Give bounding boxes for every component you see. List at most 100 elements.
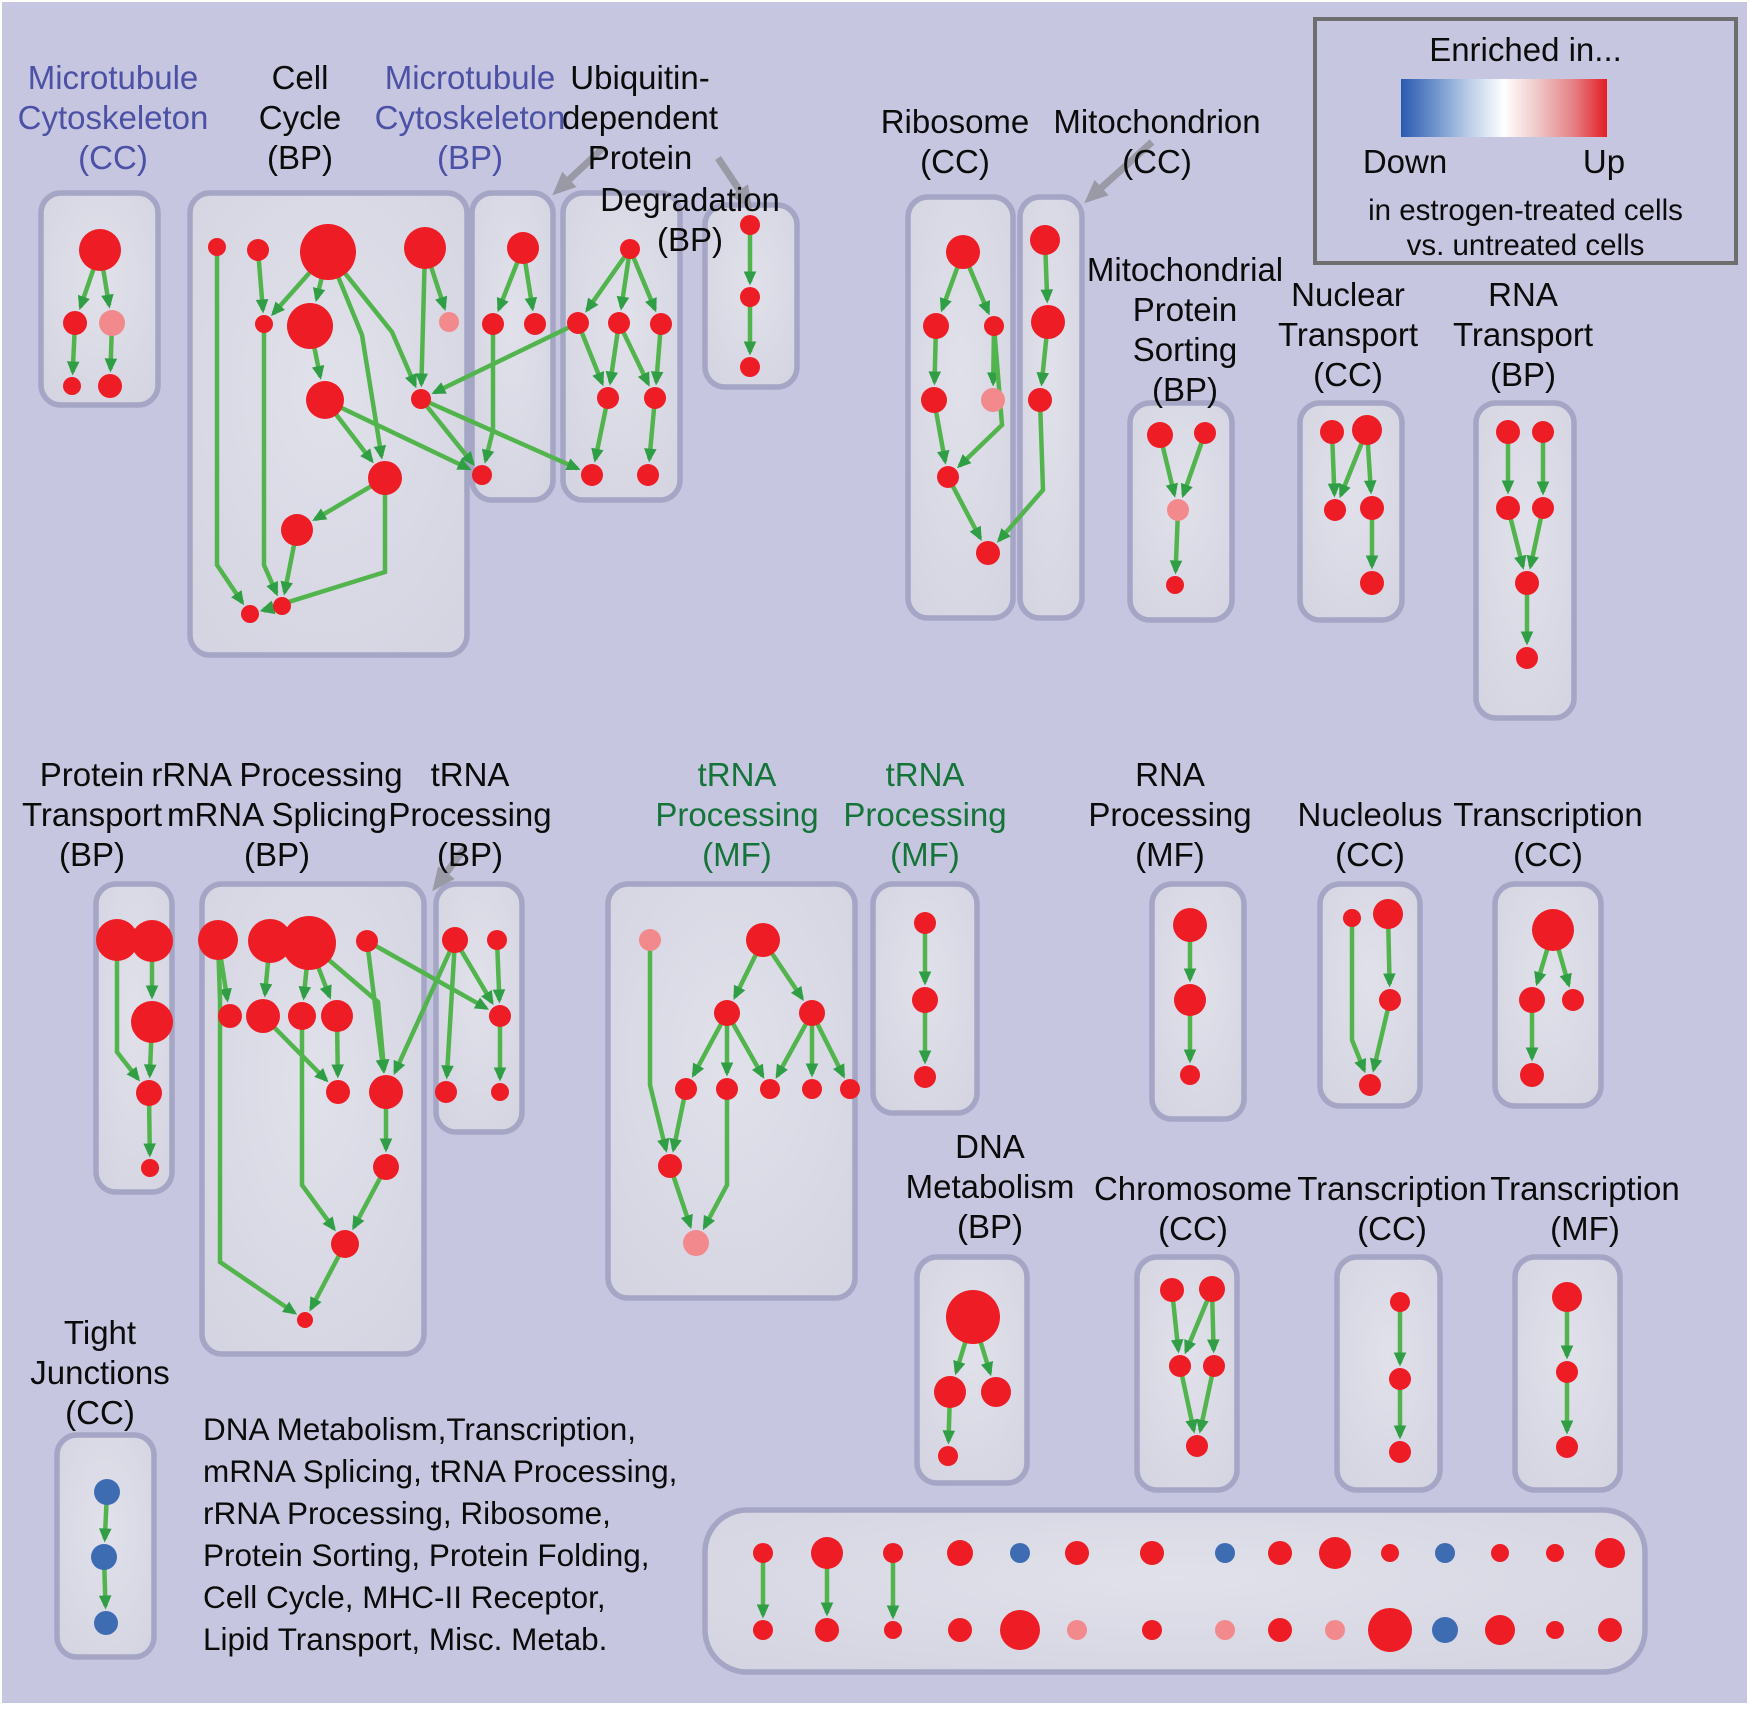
trna-processing-mf-large-node-10 (683, 1230, 709, 1256)
label-nucleolus-cc: Nucleolus (CC) (1297, 796, 1443, 873)
mitochondrion-cc-node-2 (1028, 388, 1052, 412)
cross-edge-4 (996, 399, 1046, 543)
legend-up-label: Up (1582, 143, 1626, 180)
label-trna-processing-mf-large: tRNA Processing (MF) (655, 756, 819, 873)
cell-cycle-bp-node-8 (411, 389, 431, 409)
label-trna-processing-bp: tRNA Processing (BP) (388, 756, 552, 873)
microtubule-cytoskeleton-cc-node-3 (63, 377, 81, 395)
rrna-processing-mrna-splicing-bp-node-12 (297, 1312, 313, 1328)
rna-transport-bp-node-4 (1515, 571, 1539, 595)
footnote-terms: DNA Metabolism,Transcription, mRNA Splici… (203, 1408, 677, 1660)
cell-cycle-bp-node-6 (306, 381, 344, 419)
label-transcription-mf: Transcription (MF) (1490, 1170, 1680, 1247)
mixed-go-terms-node-14 (1595, 1538, 1625, 1568)
trna-processing-bp-node-3 (435, 1081, 457, 1103)
trna-processing-mf-large-node-9 (658, 1154, 682, 1178)
ubiquitin-degradation-bp-left-node-7 (637, 464, 659, 486)
label-tight-junctions-cc: Tight Junctions (CC) (30, 1314, 170, 1431)
transcription-cc-lower-node-0 (1390, 1292, 1410, 1312)
transcription-mf-node-2 (1556, 1436, 1578, 1458)
nuclear-transport-cc-node-0 (1320, 420, 1344, 444)
mitochondrial-protein-sorting-bp-node-3 (1166, 576, 1184, 594)
trna-processing-mf-small-node-2 (914, 1066, 936, 1088)
mixed-go-terms-node-7 (1215, 1543, 1235, 1563)
tight-junctions-cc-node-2 (94, 1611, 118, 1635)
rrna-processing-mrna-splicing-bp-edge-2-9 (307, 941, 390, 1074)
mixed-go-terms-node-4 (1010, 1543, 1030, 1563)
trna-processing-mf-large-node-3 (799, 1000, 825, 1026)
dna-metabolism-bp-node-1 (934, 1376, 966, 1408)
protein-transport-bp-node-2 (131, 1001, 173, 1043)
cell-cycle-bp-edge-4-11 (261, 324, 279, 597)
trna-processing-bp-node-4 (491, 1083, 509, 1101)
mixed-go-terms-node-10 (1381, 1544, 1399, 1562)
mitochondrion-cc-node-1 (1031, 305, 1065, 339)
dna-metabolism-bp-node-0 (946, 1290, 1000, 1344)
mixed-go-terms-node-27 (1485, 1615, 1515, 1645)
label-microtubule-cytoskeleton-cc: Microtubule Cytoskeleton (CC) (17, 59, 209, 176)
microtubule-cytoskeleton-bp-node-0 (507, 232, 539, 264)
mixed-go-terms-node-17 (884, 1621, 902, 1639)
mitochondrion-pointer (1084, 139, 1155, 204)
ribosome-cc-node-5 (937, 466, 959, 488)
footnote-line-1: mRNA Splicing, tRNA Processing, (203, 1453, 678, 1489)
cell-cycle-bp-node-7 (368, 461, 402, 495)
chromosome-cc-node-0 (1160, 1278, 1184, 1302)
mixed-go-terms-node-11 (1435, 1543, 1455, 1563)
mixed-go-terms-node-15 (753, 1620, 773, 1640)
ribosome-cc-node-2 (984, 316, 1004, 336)
label-ubiquitin-degradation-main: Ubiquitin- dependent Protein (562, 59, 718, 176)
trna-processing-bp-node-2 (489, 1005, 511, 1027)
ribosome-cc-node-3 (921, 387, 947, 413)
protein-transport-bp-edge-0-3 (114, 940, 141, 1082)
rrna-processing-mrna-splicing-bp-node-9 (369, 1075, 403, 1109)
cross-edge-6 (365, 939, 490, 1011)
chromosome-cc-node-3 (1203, 1355, 1225, 1377)
ribosome-cc-node-4 (981, 388, 1005, 412)
mixed-go-terms-node-9 (1319, 1537, 1351, 1569)
rrna-processing-mrna-splicing-bp-node-10 (373, 1154, 399, 1180)
mitochondrion-cc-node-0 (1030, 225, 1060, 255)
transcription-mf-node-1 (1556, 1361, 1578, 1383)
ubiquitin-degradation-bp-right-node-0 (740, 215, 760, 235)
mixed-go-terms-node-23 (1268, 1618, 1292, 1642)
rrna-processing-mrna-splicing-bp-node-7 (321, 1000, 353, 1032)
ubiquitin-degradation-bp-left-edge-2-5 (616, 322, 651, 387)
label-microtubule-cytoskeleton-bp: Microtubule Cytoskeleton (BP) (374, 59, 566, 176)
tight-junctions-cc-node-1 (91, 1544, 117, 1570)
rna-transport-bp-node-2 (1496, 496, 1520, 520)
ubiquitin-degradation-bp-left-node-1 (567, 312, 589, 334)
chromosome-cc-node-4 (1186, 1435, 1208, 1457)
protein-transport-bp-node-4 (141, 1159, 159, 1177)
trna-processing-mf-large-node-4 (675, 1078, 697, 1100)
label-ribosome-cc: Ribosome (CC) (880, 103, 1030, 180)
footnote-line-3: Protein Sorting, Protein Folding, (203, 1537, 650, 1573)
label-rna-processing-mf: RNA Processing (MF) (1088, 756, 1252, 873)
nucleolus-cc-node-2 (1379, 989, 1401, 1011)
transcription-cc-upper-node-0 (1532, 909, 1574, 951)
trna-processing-mf-large-node-1 (746, 923, 780, 957)
legend-title: Enriched in... (1429, 31, 1622, 68)
legend-context-line1: in estrogen-treated cells (1368, 194, 1683, 227)
label-mitochondrial-protein-sorting-bp: Mitochondrial Protein Sorting (BP) (1086, 251, 1284, 408)
ubiquitin-degradation-bp-left-node-6 (581, 464, 603, 486)
legend-context: in estrogen-treated cells vs. untreated … (1317, 193, 1734, 263)
label-cell-cycle-bp: Cell Cycle (BP) (258, 59, 342, 176)
trna-processing-mf-large-node-5 (716, 1078, 738, 1100)
cross-edge-0 (324, 397, 472, 471)
ubiquitin-left-pointer (552, 145, 606, 196)
mixed-go-terms-node-19 (1000, 1610, 1040, 1650)
nuclear-transport-cc-box (1297, 400, 1405, 623)
trna-processing-mf-large-node-8 (840, 1079, 860, 1099)
ribosome-cc-edge-2-5 (957, 325, 1005, 469)
nucleolus-cc-edge-0-3 (1349, 918, 1367, 1074)
mixed-go-terms-node-28 (1546, 1621, 1564, 1639)
rrna-processing-mrna-splicing-bp-node-2 (282, 916, 336, 970)
ribosome-cc-node-6 (976, 541, 1000, 565)
cell-cycle-bp-edge-3-8 (415, 247, 428, 388)
rna-transport-bp-node-1 (1532, 421, 1554, 443)
mixed-go-terms-node-21 (1142, 1620, 1162, 1640)
trna-bp-pointer (432, 845, 468, 892)
trna-processing-bp-node-0 (442, 927, 468, 953)
cross-edge-5 (393, 939, 458, 1076)
